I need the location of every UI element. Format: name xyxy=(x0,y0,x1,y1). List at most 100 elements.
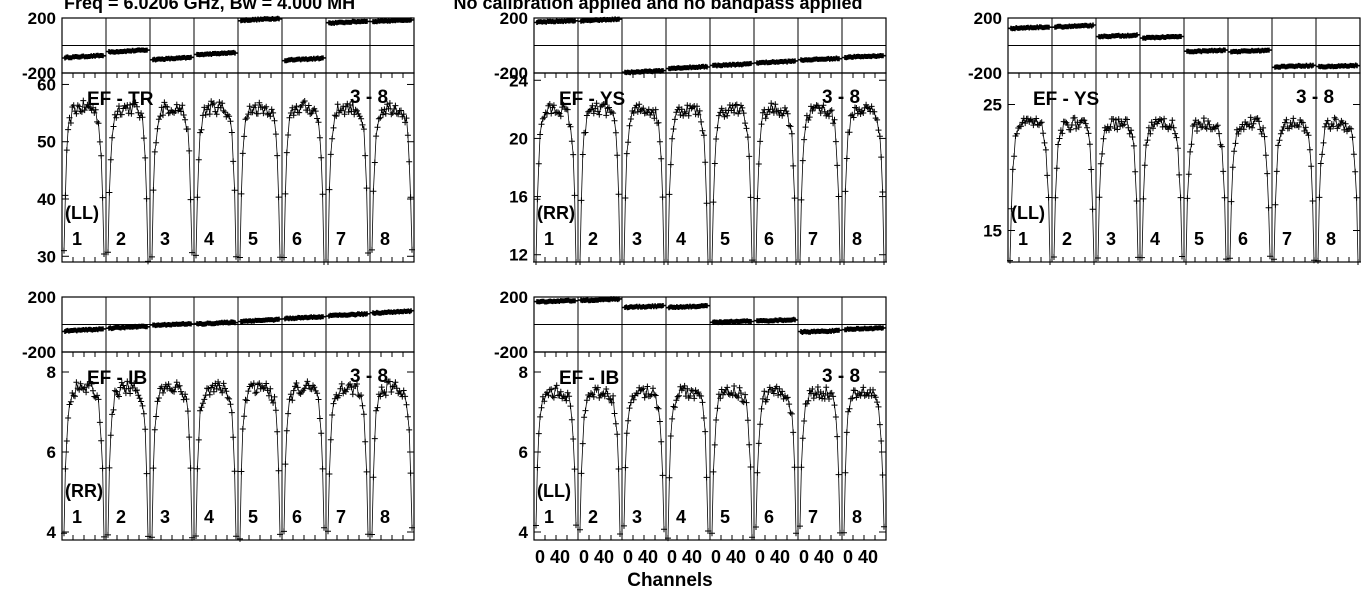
phase-series xyxy=(326,311,370,319)
spw-label: 8 xyxy=(852,507,862,527)
amplitude-markers xyxy=(665,382,711,542)
phase-series xyxy=(534,297,578,305)
amp-tick-label: 12 xyxy=(509,246,528,265)
phase-series xyxy=(1316,62,1360,70)
x-tick-labels: 0 40 0 40 0 40 0 40 0 40 0 40 0 40 0 40 xyxy=(535,547,878,567)
phase-series xyxy=(326,18,370,26)
amplitude-markers xyxy=(193,378,239,540)
amplitude-markers xyxy=(753,383,799,537)
x-tick-label: 40 xyxy=(594,547,614,567)
spw-label: 7 xyxy=(1282,229,1292,249)
phase-series xyxy=(1184,47,1228,55)
amplitude-markers xyxy=(621,383,667,533)
amplitude-line xyxy=(151,380,193,538)
amplitude-markers xyxy=(1227,114,1273,262)
phase-series xyxy=(106,47,150,55)
baseline-label: EF - IB xyxy=(87,368,147,389)
x-tick-label: 40 xyxy=(682,547,702,567)
spw-label: 8 xyxy=(380,229,390,249)
phase-tick-label: 200 xyxy=(974,9,1002,28)
spw-label: 6 xyxy=(764,507,774,527)
amplitude-markers xyxy=(281,378,327,535)
pair-label: 3 - 8 xyxy=(1296,87,1334,108)
phase-series xyxy=(666,303,710,311)
spw-label: 5 xyxy=(1194,229,1204,249)
x-tick-label: 0 xyxy=(667,547,677,567)
amplitude-markers xyxy=(61,378,107,540)
baseline-label: EF - IB xyxy=(559,368,619,389)
spw-label: 3 xyxy=(160,507,170,527)
amplitude-markers xyxy=(369,100,415,253)
amp-tick-label: 25 xyxy=(983,96,1002,115)
phase-series xyxy=(842,325,886,333)
phase-tick-label: 200 xyxy=(500,9,528,28)
phase-series xyxy=(578,296,622,304)
phase-series xyxy=(282,55,326,64)
amplitude-markers xyxy=(841,101,887,265)
amplitude-markers xyxy=(1007,115,1053,265)
spw-label: 5 xyxy=(720,229,730,249)
spw-label: 7 xyxy=(336,229,346,249)
spw-label: 1 xyxy=(544,229,554,249)
header-title-left: Freq = 6.0206 GHz, Bw = 4.000 MH xyxy=(64,0,355,13)
spw-label: 5 xyxy=(720,507,730,527)
amplitude-line xyxy=(151,102,193,257)
phase-tick-label: -200 xyxy=(22,64,56,83)
pair-label: 3 - 8 xyxy=(822,366,860,387)
phase-series xyxy=(1008,24,1052,32)
spw-label: 7 xyxy=(808,229,818,249)
amplitude-markers xyxy=(1139,115,1185,261)
amplitude-line xyxy=(1185,118,1227,263)
x-tick-label: 40 xyxy=(550,547,570,567)
phase-tick-label: -200 xyxy=(494,343,528,362)
amplitude-markers xyxy=(281,98,327,265)
amplitude-markers xyxy=(237,380,283,542)
spw-label: 4 xyxy=(204,507,214,527)
spw-label: 4 xyxy=(1150,229,1160,249)
spw-label: 4 xyxy=(204,229,214,249)
phase-series xyxy=(1052,22,1096,30)
phase-series xyxy=(194,319,238,327)
x-tick-label: 40 xyxy=(638,547,658,567)
header-title-right: No calibration applied and no bandpass a… xyxy=(453,0,862,13)
amplitude-markers xyxy=(797,384,843,536)
phase-series xyxy=(1140,33,1184,41)
amp-tick-label: 40 xyxy=(37,190,56,209)
amp-tick-label: 6 xyxy=(519,443,528,462)
x-tick-label: 0 xyxy=(711,547,721,567)
x-tick-label: 0 xyxy=(579,547,589,567)
spw-label: 2 xyxy=(116,507,126,527)
amplitude-line xyxy=(283,380,325,532)
phase-series xyxy=(194,49,238,58)
spw-label: 3 xyxy=(1106,229,1116,249)
x-tick-label: 0 xyxy=(799,547,809,567)
pair-label: 3 - 8 xyxy=(350,366,388,387)
polarization-label: (RR) xyxy=(65,481,103,501)
amp-tick-label: 24 xyxy=(509,71,528,90)
amplitude-line xyxy=(799,386,841,533)
phase-series xyxy=(150,321,194,329)
amp-tick-label: 20 xyxy=(509,129,528,148)
amplitude-markers xyxy=(369,378,415,538)
amplitude-markers xyxy=(61,97,107,257)
amplitude-markers xyxy=(665,102,711,265)
amp-tick-label: 15 xyxy=(983,222,1002,241)
spw-label: 4 xyxy=(676,507,686,527)
pair-label: 3 - 8 xyxy=(822,87,860,108)
polarization-label: (LL) xyxy=(65,203,99,223)
amplitude-markers xyxy=(149,379,195,541)
amplitude-markers xyxy=(237,99,283,261)
spw-label: 8 xyxy=(1326,229,1336,249)
spw-label: 1 xyxy=(544,507,554,527)
amplitude-markers xyxy=(105,99,151,265)
baseline-label: EF - YS xyxy=(559,89,625,110)
x-tick-label: 40 xyxy=(858,547,878,567)
phase-series xyxy=(106,323,150,332)
phase-series xyxy=(1228,47,1272,55)
phase-series xyxy=(1096,32,1140,40)
phase-series xyxy=(534,17,578,25)
baseline-label: EF - YS xyxy=(1033,89,1099,110)
phase-series xyxy=(622,68,666,76)
